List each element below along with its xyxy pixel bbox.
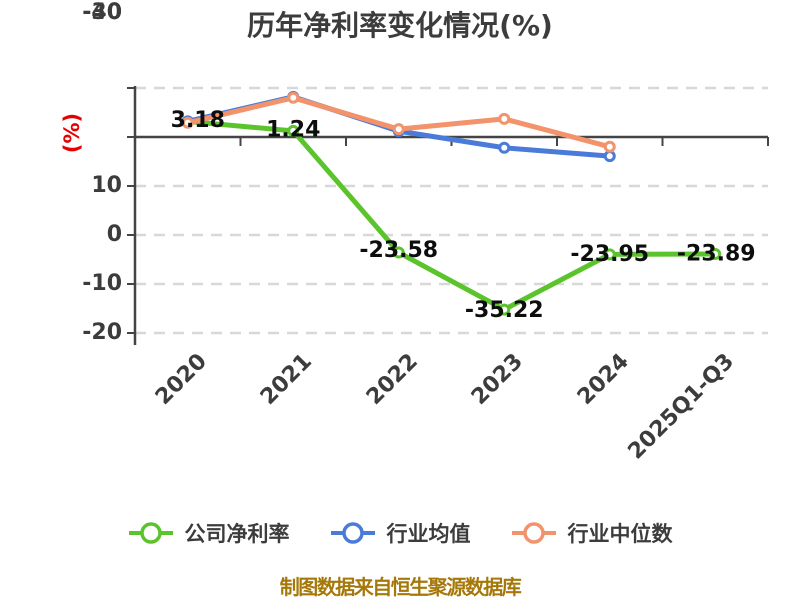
y-axis-tick-label: -10 bbox=[82, 271, 122, 296]
y-axis-tick-label: -40 bbox=[82, 0, 122, 25]
y-axis-tick-label: -30 bbox=[82, 0, 122, 25]
industry-average-point-marker bbox=[498, 141, 511, 154]
industry-median-point-marker bbox=[392, 123, 405, 136]
legend-item-industry-median[interactable]: 行业中位数 bbox=[511, 518, 673, 548]
legend-marker-icon bbox=[128, 522, 173, 544]
legend: 公司净利率 行业均值 行业中位数 bbox=[0, 518, 800, 548]
data-source-note: 制图数据来自恒生聚源数据库 bbox=[279, 575, 522, 599]
legend-label: 行业均值 bbox=[386, 522, 471, 546]
company-net-margin-point-marker bbox=[709, 248, 722, 261]
company-net-margin-data-label: 3.18 bbox=[171, 108, 225, 133]
company-net-margin-point-marker bbox=[498, 303, 511, 316]
industry-median-point-marker bbox=[603, 140, 616, 153]
legend-label: 行业中位数 bbox=[567, 522, 673, 546]
legend-marker-icon bbox=[330, 522, 375, 544]
industry-median-point-marker bbox=[181, 116, 194, 129]
company-net-margin-point-marker bbox=[603, 248, 616, 261]
y-axis-tick-label: 0 bbox=[106, 222, 122, 247]
company-net-margin-line bbox=[185, 118, 718, 313]
company-net-margin-data-label: -23.58 bbox=[359, 238, 438, 263]
company-net-margin-data-label: -35.22 bbox=[465, 298, 544, 323]
industry-average-point-marker bbox=[603, 150, 616, 163]
company-net-margin-data-label: -23.89 bbox=[677, 242, 756, 267]
chart-title: 历年净利率变化情况(%) bbox=[247, 9, 553, 42]
legend-label: 公司净利率 bbox=[184, 522, 290, 546]
y-axis-tick-label: 10 bbox=[91, 173, 122, 198]
company-net-margin-point-marker bbox=[392, 246, 405, 259]
industry-median-point-marker bbox=[498, 112, 511, 125]
company-net-margin-data-label: 1.24 bbox=[266, 117, 320, 142]
y-axis-tick-label: -20 bbox=[82, 320, 122, 345]
legend-item-industry-average[interactable]: 行业均值 bbox=[330, 518, 471, 548]
company-net-margin-point-marker bbox=[287, 124, 300, 137]
company-net-margin-data-label: -23.95 bbox=[570, 242, 649, 267]
legend-item-company-net-margin[interactable]: 公司净利率 bbox=[128, 518, 290, 548]
industry-median-point-marker bbox=[287, 91, 300, 104]
legend-marker-icon bbox=[511, 522, 556, 544]
